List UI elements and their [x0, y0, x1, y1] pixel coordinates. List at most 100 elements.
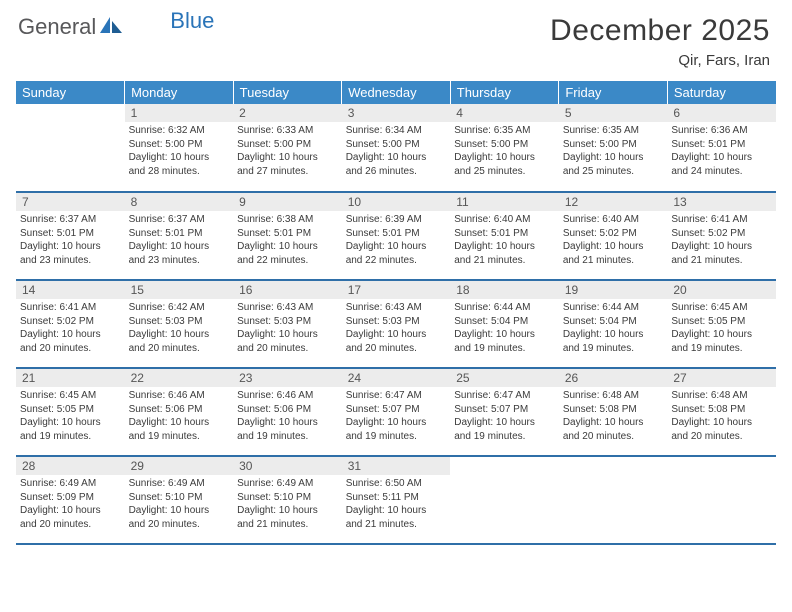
daylight1-label: Daylight: 10 hours: [454, 151, 555, 165]
day-details: Sunrise: 6:49 AMSunset: 5:09 PMDaylight:…: [16, 475, 125, 535]
calendar-cell: 15Sunrise: 6:42 AMSunset: 5:03 PMDayligh…: [125, 280, 234, 368]
calendar-cell: 21Sunrise: 6:45 AMSunset: 5:05 PMDayligh…: [16, 368, 125, 456]
daylight2-label: and 27 minutes.: [237, 165, 338, 179]
calendar-cell: [450, 456, 559, 544]
sunset-label: Sunset: 5:06 PM: [237, 403, 338, 417]
sunrise-label: Sunrise: 6:48 AM: [563, 389, 664, 403]
daylight1-label: Daylight: 10 hours: [454, 328, 555, 342]
day-number: 1: [125, 104, 234, 122]
location-label: Qir, Fars, Iran: [550, 52, 770, 69]
day-number: 16: [233, 281, 342, 299]
calendar-cell: 23Sunrise: 6:46 AMSunset: 5:06 PMDayligh…: [233, 368, 342, 456]
daylight2-label: and 21 minutes.: [346, 518, 447, 532]
sunrise-label: Sunrise: 6:44 AM: [563, 301, 664, 315]
day-details: Sunrise: 6:34 AMSunset: 5:00 PMDaylight:…: [342, 122, 451, 182]
sunset-label: Sunset: 5:07 PM: [454, 403, 555, 417]
calendar-cell: 14Sunrise: 6:41 AMSunset: 5:02 PMDayligh…: [16, 280, 125, 368]
daylight1-label: Daylight: 10 hours: [346, 416, 447, 430]
daylight2-label: and 21 minutes.: [237, 518, 338, 532]
daylight1-label: Daylight: 10 hours: [237, 504, 338, 518]
day-details: Sunrise: 6:33 AMSunset: 5:00 PMDaylight:…: [233, 122, 342, 182]
day-details: Sunrise: 6:45 AMSunset: 5:05 PMDaylight:…: [16, 387, 125, 447]
calendar-cell: 24Sunrise: 6:47 AMSunset: 5:07 PMDayligh…: [342, 368, 451, 456]
day-number: 8: [125, 193, 234, 211]
weekday-header: Monday: [125, 81, 234, 104]
daylight2-label: and 23 minutes.: [20, 254, 121, 268]
weekday-header: Thursday: [450, 81, 559, 104]
sunset-label: Sunset: 5:02 PM: [671, 227, 772, 241]
daylight1-label: Daylight: 10 hours: [563, 151, 664, 165]
calendar-week: 21Sunrise: 6:45 AMSunset: 5:05 PMDayligh…: [16, 368, 776, 456]
calendar-cell: 4Sunrise: 6:35 AMSunset: 5:00 PMDaylight…: [450, 104, 559, 192]
daylight1-label: Daylight: 10 hours: [563, 328, 664, 342]
sunrise-label: Sunrise: 6:32 AM: [129, 124, 230, 138]
sunrise-label: Sunrise: 6:33 AM: [237, 124, 338, 138]
sunrise-label: Sunrise: 6:44 AM: [454, 301, 555, 315]
day-details: Sunrise: 6:37 AMSunset: 5:01 PMDaylight:…: [125, 211, 234, 271]
calendar-week: 7Sunrise: 6:37 AMSunset: 5:01 PMDaylight…: [16, 192, 776, 280]
day-number: 18: [450, 281, 559, 299]
brand-left: General: [18, 14, 96, 40]
sunrise-label: Sunrise: 6:49 AM: [129, 477, 230, 491]
weekday-header: Wednesday: [342, 81, 451, 104]
day-details: Sunrise: 6:44 AMSunset: 5:04 PMDaylight:…: [559, 299, 668, 359]
sunrise-label: Sunrise: 6:48 AM: [671, 389, 772, 403]
day-number: 22: [125, 369, 234, 387]
daylight2-label: and 21 minutes.: [454, 254, 555, 268]
sunrise-label: Sunrise: 6:45 AM: [20, 389, 121, 403]
calendar-cell: 17Sunrise: 6:43 AMSunset: 5:03 PMDayligh…: [342, 280, 451, 368]
sunrise-label: Sunrise: 6:37 AM: [20, 213, 121, 227]
daylight2-label: and 19 minutes.: [671, 342, 772, 356]
sunrise-label: Sunrise: 6:47 AM: [454, 389, 555, 403]
day-details: Sunrise: 6:39 AMSunset: 5:01 PMDaylight:…: [342, 211, 451, 271]
brand-right: Blue: [170, 8, 214, 34]
day-details: Sunrise: 6:41 AMSunset: 5:02 PMDaylight:…: [16, 299, 125, 359]
daylight1-label: Daylight: 10 hours: [237, 151, 338, 165]
sunset-label: Sunset: 5:04 PM: [563, 315, 664, 329]
calendar-week: 14Sunrise: 6:41 AMSunset: 5:02 PMDayligh…: [16, 280, 776, 368]
calendar-cell: 2Sunrise: 6:33 AMSunset: 5:00 PMDaylight…: [233, 104, 342, 192]
daylight2-label: and 19 minutes.: [129, 430, 230, 444]
daylight2-label: and 20 minutes.: [20, 342, 121, 356]
calendar-cell: 12Sunrise: 6:40 AMSunset: 5:02 PMDayligh…: [559, 192, 668, 280]
sunset-label: Sunset: 5:01 PM: [346, 227, 447, 241]
daylight1-label: Daylight: 10 hours: [129, 504, 230, 518]
daylight2-label: and 20 minutes.: [129, 518, 230, 532]
sunset-label: Sunset: 5:00 PM: [346, 138, 447, 152]
sunset-label: Sunset: 5:10 PM: [129, 491, 230, 505]
daylight2-label: and 25 minutes.: [563, 165, 664, 179]
calendar-cell: 6Sunrise: 6:36 AMSunset: 5:01 PMDaylight…: [667, 104, 776, 192]
day-details: Sunrise: 6:47 AMSunset: 5:07 PMDaylight:…: [450, 387, 559, 447]
daylight2-label: and 24 minutes.: [671, 165, 772, 179]
day-number: 23: [233, 369, 342, 387]
calendar-cell: [559, 456, 668, 544]
sunset-label: Sunset: 5:01 PM: [237, 227, 338, 241]
calendar-cell: 22Sunrise: 6:46 AMSunset: 5:06 PMDayligh…: [125, 368, 234, 456]
page-title: December 2025: [550, 14, 770, 48]
day-number: 2: [233, 104, 342, 122]
daylight1-label: Daylight: 10 hours: [20, 240, 121, 254]
sunrise-label: Sunrise: 6:49 AM: [237, 477, 338, 491]
daylight1-label: Daylight: 10 hours: [671, 328, 772, 342]
daylight2-label: and 28 minutes.: [129, 165, 230, 179]
calendar-header-row: SundayMondayTuesdayWednesdayThursdayFrid…: [16, 81, 776, 104]
daylight1-label: Daylight: 10 hours: [346, 328, 447, 342]
daylight2-label: and 20 minutes.: [237, 342, 338, 356]
day-details: Sunrise: 6:49 AMSunset: 5:10 PMDaylight:…: [233, 475, 342, 535]
day-number: 3: [342, 104, 451, 122]
daylight1-label: Daylight: 10 hours: [20, 416, 121, 430]
sunrise-label: Sunrise: 6:43 AM: [237, 301, 338, 315]
calendar-cell: 1Sunrise: 6:32 AMSunset: 5:00 PMDaylight…: [125, 104, 234, 192]
calendar-cell: 16Sunrise: 6:43 AMSunset: 5:03 PMDayligh…: [233, 280, 342, 368]
sunrise-label: Sunrise: 6:46 AM: [129, 389, 230, 403]
daylight1-label: Daylight: 10 hours: [454, 416, 555, 430]
daylight1-label: Daylight: 10 hours: [671, 416, 772, 430]
sunset-label: Sunset: 5:08 PM: [563, 403, 664, 417]
day-details: Sunrise: 6:32 AMSunset: 5:00 PMDaylight:…: [125, 122, 234, 182]
sunrise-label: Sunrise: 6:43 AM: [346, 301, 447, 315]
calendar-cell: 5Sunrise: 6:35 AMSunset: 5:00 PMDaylight…: [559, 104, 668, 192]
day-number: 6: [667, 104, 776, 122]
sunset-label: Sunset: 5:08 PM: [671, 403, 772, 417]
daylight2-label: and 23 minutes.: [129, 254, 230, 268]
day-details: Sunrise: 6:48 AMSunset: 5:08 PMDaylight:…: [559, 387, 668, 447]
